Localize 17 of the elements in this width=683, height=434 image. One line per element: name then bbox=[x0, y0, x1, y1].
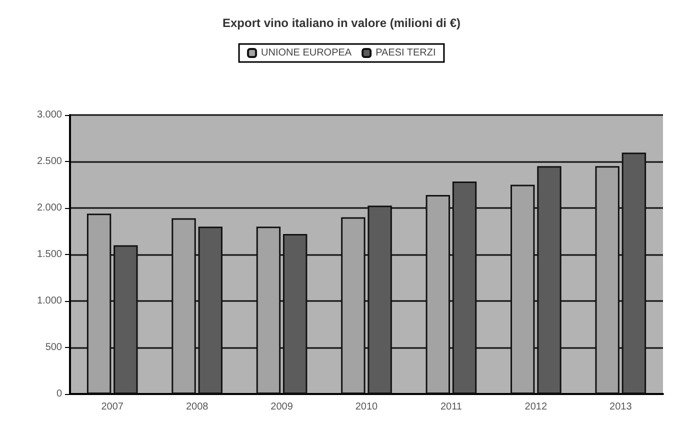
x-tick-label: 2013 bbox=[610, 402, 632, 412]
legend-label: PAESI TERZI bbox=[376, 48, 436, 58]
legend-label: UNIONE EUROPEA bbox=[261, 48, 352, 58]
y-tick-label: 3.000 bbox=[36, 110, 62, 120]
x-tick-label: 2007 bbox=[101, 402, 124, 412]
y-tick-label: 0 bbox=[56, 388, 62, 400]
x-tick-label: 2009 bbox=[270, 402, 294, 412]
x-tick-label: 2011 bbox=[440, 402, 462, 412]
chart-title: Export vino italiano in valore (milioni di €) bbox=[222, 16, 461, 30]
y-tick-label: 500 bbox=[45, 342, 62, 353]
y-tick-label: 2.000 bbox=[36, 202, 62, 214]
y-tick-label: 1.000 bbox=[36, 296, 62, 306]
x-tick-label: 2010 bbox=[355, 402, 378, 412]
y-tick-label: 2.500 bbox=[36, 156, 62, 167]
x-tick-label: 2012 bbox=[524, 402, 548, 412]
x-tick-label: 2008 bbox=[186, 402, 209, 412]
y-tick-label: 1.500 bbox=[36, 249, 62, 260]
